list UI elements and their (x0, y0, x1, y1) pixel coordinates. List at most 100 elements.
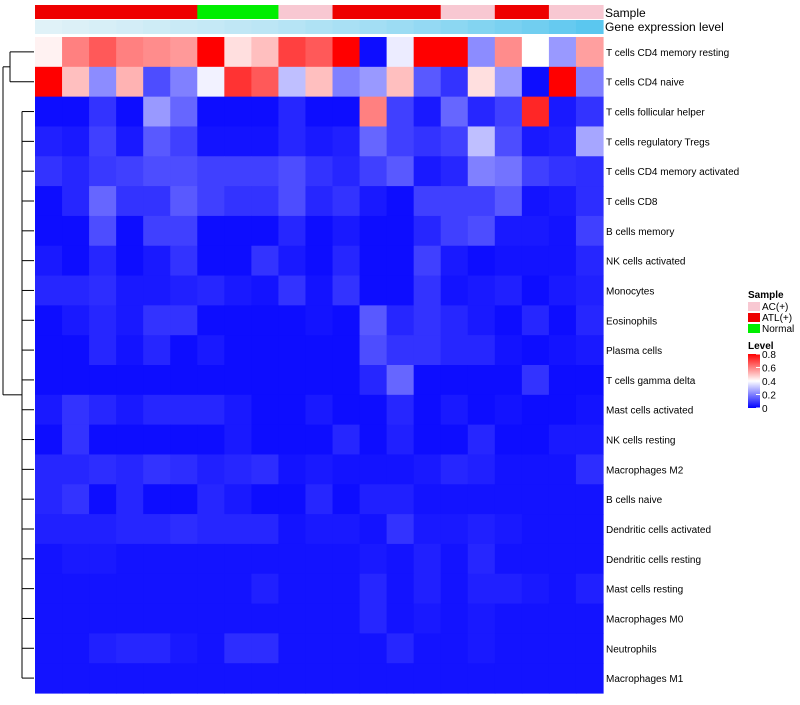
heatmap-cell (575, 663, 604, 694)
heatmap-cell (440, 424, 469, 456)
heatmap-cell (116, 514, 144, 545)
heatmap-cell (170, 335, 198, 366)
heatmap-cell (143, 215, 171, 247)
heatmap-cell (575, 365, 604, 396)
heatmap-cell (548, 633, 577, 664)
heatmap-cell (575, 484, 604, 515)
heatmap-cell (467, 633, 496, 664)
heatmap-cell (143, 186, 171, 217)
legend-level-ticks: 0.8 0.6 0.4 0.2 0 (756, 350, 776, 415)
heatmap-cell (224, 275, 252, 306)
heatmap-cell (413, 126, 442, 157)
heatmap-cell (359, 394, 388, 426)
heatmap-cell (143, 335, 171, 366)
heatmap-cell (35, 514, 63, 545)
heatmap-cell (548, 66, 577, 98)
heatmap-cell (35, 245, 63, 277)
heatmap-cell (197, 573, 225, 605)
expression-level-cell (278, 20, 307, 34)
expression-level-cell (386, 20, 415, 34)
heatmap-cell (413, 633, 442, 664)
heatmap-cell (359, 37, 388, 68)
heatmap-cell (521, 66, 550, 98)
heatmap-cell (440, 603, 469, 634)
heatmap-cell (386, 633, 415, 664)
heatmap-cell (116, 663, 144, 694)
heatmap-cell (224, 245, 252, 277)
heatmap-cell (494, 96, 523, 128)
heatmap-cell (89, 96, 117, 128)
heatmap-cell (143, 454, 171, 485)
heatmap-cell (386, 484, 415, 515)
heatmap-cell (116, 394, 144, 426)
heatmap-cell (575, 275, 604, 306)
expression-level-cell (116, 20, 144, 34)
heatmap-cell (494, 66, 523, 98)
heatmap-cell (278, 394, 307, 426)
heatmap-cell (224, 215, 252, 247)
heatmap-cell (413, 365, 442, 396)
sample-annotation-cell (197, 5, 225, 19)
heatmap-cell (548, 96, 577, 128)
heatmap-cell (305, 96, 334, 128)
heatmap-cell (548, 424, 577, 456)
heatmap-cell (494, 573, 523, 605)
heatmap-cell (35, 215, 63, 247)
heatmap-cell (224, 573, 252, 605)
heatmap-cell (224, 365, 252, 396)
heatmap-cell (143, 394, 171, 426)
heatmap-cell (359, 126, 388, 157)
heatmap-cell (359, 156, 388, 187)
heatmap-cell (575, 603, 604, 634)
heatmap-cell (143, 543, 171, 575)
heatmap-cell (548, 573, 577, 605)
heatmap-cell (62, 454, 90, 485)
heatmap-cell (305, 633, 334, 664)
sample-annotation-cell (548, 5, 577, 19)
heatmap-cell (359, 305, 388, 336)
heatmap-cell (440, 633, 469, 664)
heatmap-cell (386, 275, 415, 306)
legend-level-title: Level (748, 341, 774, 352)
heatmap-cell (89, 215, 117, 247)
heatmap-cell (197, 335, 225, 366)
heatmap-cell (62, 603, 90, 634)
row-label: T cells CD8 (606, 197, 658, 208)
heatmap-cell (521, 543, 550, 575)
heatmap-cell (494, 215, 523, 247)
heatmap-cell (413, 156, 442, 187)
heatmap-cell (35, 186, 63, 217)
heatmap-cell (548, 454, 577, 485)
heatmap-cell (170, 186, 198, 217)
expression-level-cell (467, 20, 496, 34)
heatmap-cell (251, 96, 280, 128)
heatmap-cell (278, 37, 307, 68)
heatmap-cell (440, 96, 469, 128)
heatmap-cell (440, 514, 469, 545)
row-label: Dendritic cells activated (606, 525, 711, 536)
heatmap-cell (35, 335, 63, 366)
heatmap-cell (413, 66, 442, 98)
heatmap-cell (170, 126, 198, 157)
heatmap-cell (305, 603, 334, 634)
heatmap-cell (494, 663, 523, 694)
heatmap-cell (224, 37, 252, 68)
heatmap-cell (197, 424, 225, 456)
heatmap-cell (278, 454, 307, 485)
heatmap-cell (413, 514, 442, 545)
legend-tick-label: 0.2 (762, 391, 776, 402)
expression-level-cell (197, 20, 225, 34)
legend-label: AC(+) (762, 302, 788, 313)
heatmap-cell (224, 305, 252, 336)
sample-annotation-cell (278, 5, 307, 19)
heatmap-cell (467, 424, 496, 456)
heatmap-cell (116, 186, 144, 217)
heatmap-cell (143, 633, 171, 664)
heatmap-cell (548, 335, 577, 366)
heatmap-cell (521, 37, 550, 68)
heatmap-cell (575, 156, 604, 187)
heatmap-cell (494, 514, 523, 545)
sample-annotation-cell (521, 5, 550, 19)
heatmap-cell (251, 365, 280, 396)
